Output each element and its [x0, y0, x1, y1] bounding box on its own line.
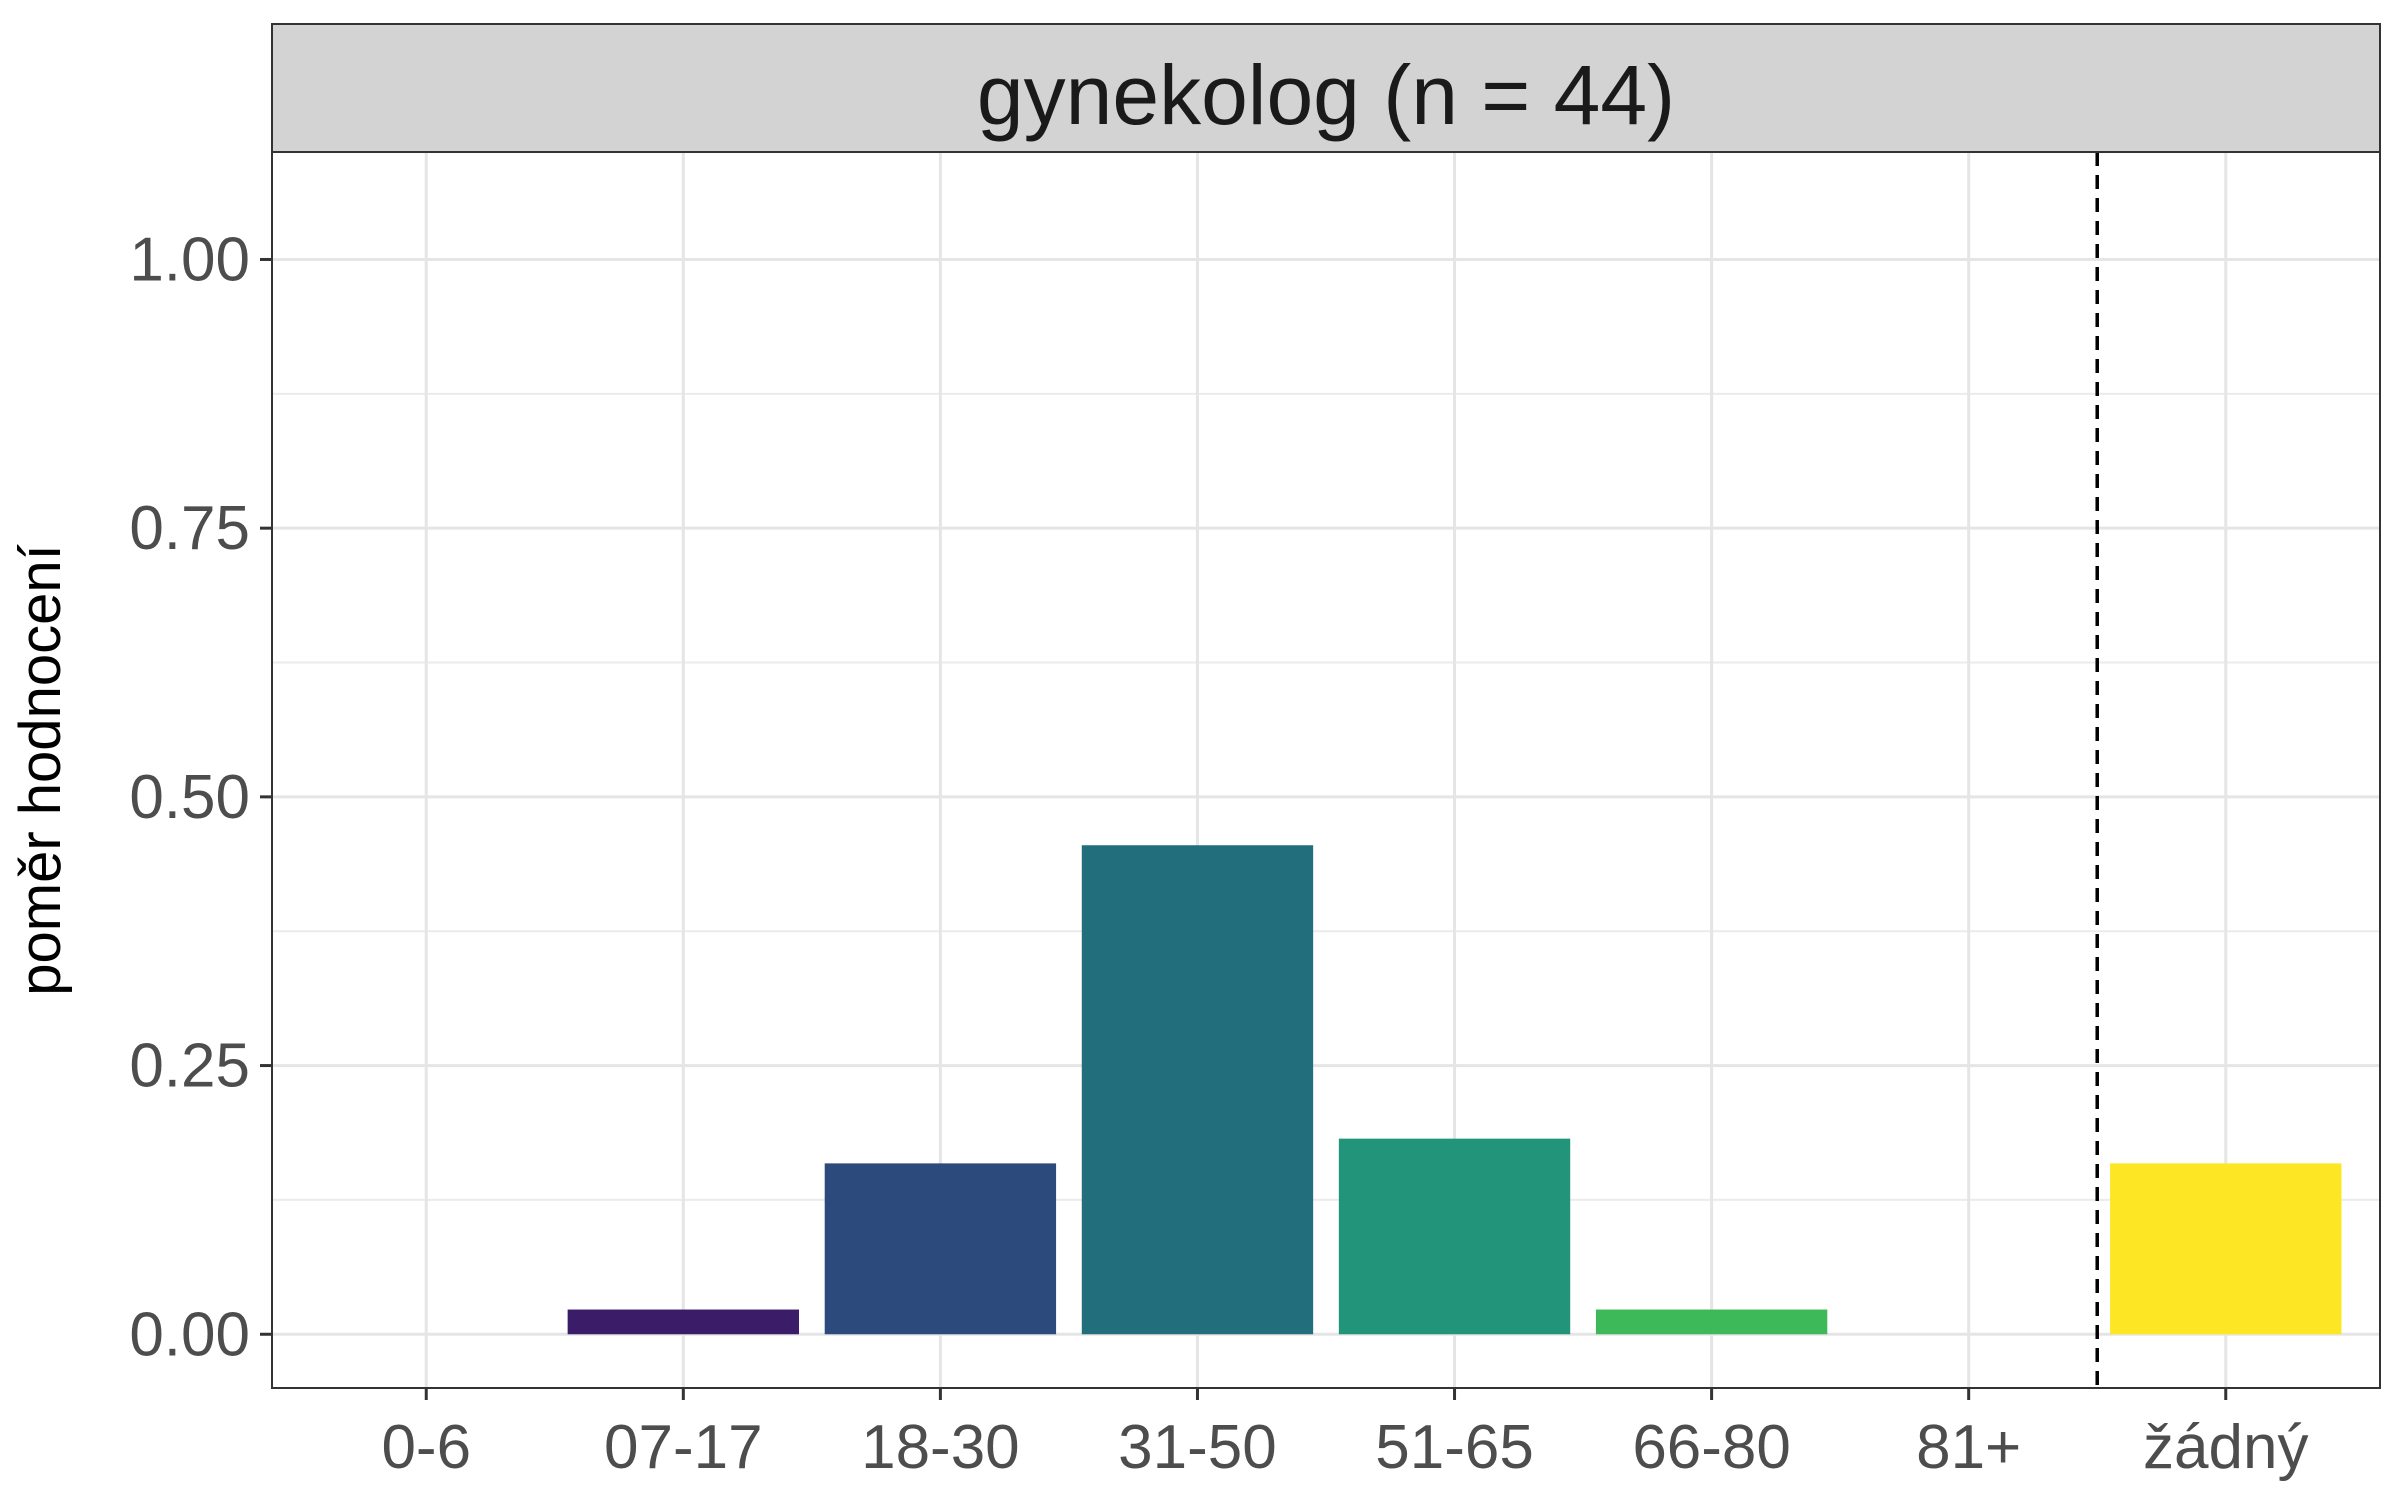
y-tick-label: 0.75: [129, 494, 250, 563]
x-tick-label: žádný: [2143, 1413, 2308, 1482]
x-tick-label: 18-30: [861, 1413, 1020, 1482]
bar-31-50: [1081, 845, 1314, 1335]
bar-07-17: [567, 1309, 799, 1335]
facet-title: gynekolog (n = 44): [977, 48, 1675, 142]
y-axis-title: poměr hodnocení: [8, 544, 73, 995]
y-axis-ticks: 0.00 0.25 0.50 0.75 1.00: [129, 225, 272, 1369]
y-tick-label: 0.50: [129, 763, 250, 832]
x-tick-label: 0-6: [381, 1413, 471, 1482]
x-tick-label: 51-65: [1375, 1413, 1534, 1482]
x-tick-label: 66-80: [1632, 1413, 1791, 1482]
x-tick-label: 81+: [1916, 1413, 2021, 1482]
bar-18-30: [824, 1163, 1057, 1335]
bar-51-65: [1338, 1138, 1571, 1335]
y-tick-label: 0.00: [129, 1300, 250, 1369]
bars: [567, 845, 2342, 1335]
y-tick-label: 1.00: [129, 225, 250, 294]
bar-66-80: [1595, 1309, 1828, 1335]
x-tick-label: 07-17: [604, 1413, 763, 1482]
x-tick-label: 31-50: [1118, 1413, 1277, 1482]
facet-strip: [271, 23, 2381, 153]
x-axis-ticks: 0-6 07-17 18-30 31-50 51-65 66-80 81+ žádný: [381, 1388, 2308, 1482]
bar-žádný: [2110, 1163, 2342, 1335]
grid-lines: [272, 152, 2380, 1388]
y-tick-label: 0.25: [129, 1032, 250, 1101]
